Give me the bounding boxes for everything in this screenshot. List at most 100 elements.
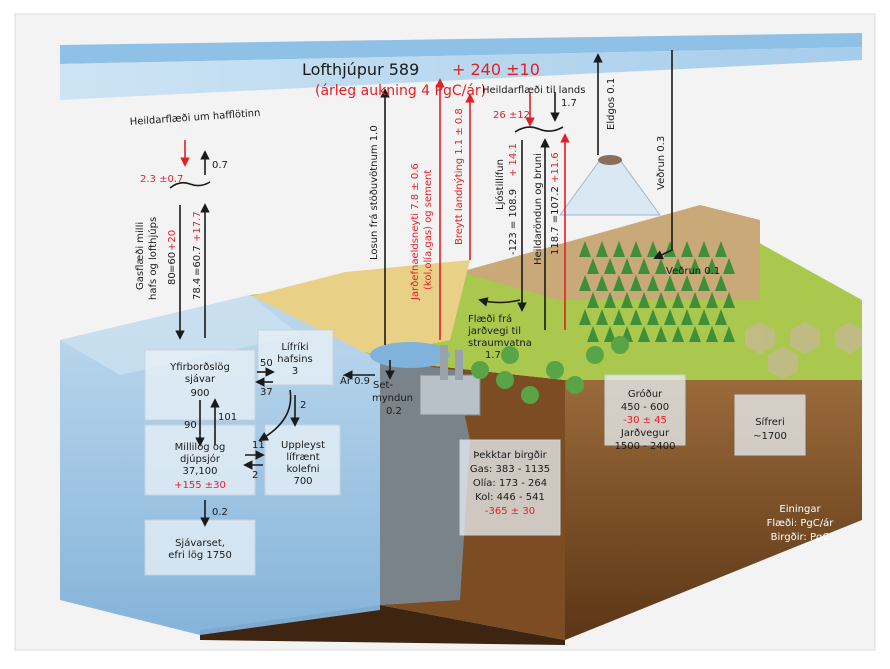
conifer-tree bbox=[613, 309, 625, 325]
gas-label-2: hafs og lofthjúps bbox=[147, 217, 159, 300]
broadleaf-tree bbox=[586, 346, 604, 364]
land-exchange-title: Heildarflæði til lands bbox=[482, 85, 585, 96]
soil-label-1: Flæði frá bbox=[468, 313, 512, 325]
conifer-tree bbox=[664, 275, 676, 291]
conifer-tree bbox=[630, 241, 642, 257]
conifer-tree bbox=[698, 309, 710, 325]
weathering-label-1: Veðrun 0.3 bbox=[656, 136, 667, 190]
atmosphere-increase: + 240 ±10 bbox=[452, 60, 540, 79]
veg-box-4: Jarðvegur bbox=[620, 428, 670, 439]
broadleaf-tree bbox=[471, 361, 489, 379]
flux-50: 50 bbox=[260, 358, 273, 369]
conifer-tree bbox=[621, 292, 633, 308]
units-flux: Flæði: PgC/ár bbox=[767, 517, 835, 529]
ocean-net-down: 2.3 ±0.7 bbox=[140, 174, 183, 185]
gas-label-1: Gasflæði milli bbox=[135, 222, 146, 290]
conifer-tree bbox=[715, 309, 727, 325]
gas-down-black: 80 bbox=[167, 272, 178, 285]
conifer-tree bbox=[655, 258, 667, 274]
conifer-tree bbox=[630, 309, 642, 325]
gas-down-red: +20 bbox=[167, 230, 178, 251]
gas-down-eq: =60 bbox=[167, 252, 178, 273]
conifer-tree bbox=[647, 275, 659, 291]
gas-up-black: 78.4 bbox=[192, 278, 203, 300]
land-net-red: 26 ±12 bbox=[493, 110, 530, 121]
conifer-tree bbox=[613, 275, 625, 291]
doc-box-4: 700 bbox=[293, 476, 312, 487]
photo-black: -123 = 108.9 bbox=[508, 189, 519, 255]
conifer-tree bbox=[630, 275, 642, 291]
atmosphere-title: Lofthjúpur 589 bbox=[302, 60, 419, 79]
units-stock: Birgðir: PgC bbox=[771, 532, 830, 543]
fossil-label-2: (kol,olía,gas) og sement bbox=[422, 170, 434, 290]
surface-box-2: sjávar bbox=[185, 373, 216, 385]
conifer-tree bbox=[689, 292, 701, 308]
conifer-tree bbox=[681, 309, 693, 325]
perma-box-1: Sífreri bbox=[755, 416, 785, 428]
veg-box-5: 1500 - 2400 bbox=[615, 441, 676, 452]
broadleaf-tree bbox=[521, 386, 539, 404]
conifer-tree bbox=[587, 258, 599, 274]
conifer-tree bbox=[681, 241, 693, 257]
conifer-tree bbox=[706, 292, 718, 308]
conifer-tree bbox=[596, 309, 608, 325]
veg-box-1: Gróður bbox=[628, 388, 663, 400]
flux-2b: 2 bbox=[252, 470, 258, 481]
flux-90: 90 bbox=[184, 420, 197, 431]
veg-box-3: -30 ± 45 bbox=[623, 415, 667, 426]
volcano bbox=[559, 155, 661, 216]
resp-black: 118.7 =107.2 bbox=[550, 186, 561, 255]
fossil-box-2: Gas: 383 - 1135 bbox=[470, 464, 550, 475]
conifer-tree bbox=[698, 241, 710, 257]
fossil-label-1: Jarðefnaeldsneyti 7.8 ± 0.6 bbox=[410, 163, 421, 301]
units-title: Einingar bbox=[779, 504, 821, 515]
conifer-tree bbox=[604, 292, 616, 308]
land-net-black: 1.7 bbox=[561, 98, 577, 109]
conifer-tree bbox=[647, 309, 659, 325]
conifer-tree bbox=[579, 275, 591, 291]
photo-red: + 14.1 bbox=[508, 143, 519, 177]
flux-2a: 2 bbox=[300, 400, 306, 411]
conifer-tree bbox=[706, 326, 718, 342]
ocean-net-up: 0.7 bbox=[212, 160, 228, 171]
conifer-tree bbox=[723, 292, 735, 308]
flux-11: 11 bbox=[252, 440, 265, 451]
doc-box-2: lífrænt bbox=[286, 451, 319, 463]
ocean-sed-box-2: efri lög 1750 bbox=[168, 550, 232, 561]
landuse-label: Breytt landnýting 1.1 ± 0.8 bbox=[453, 108, 465, 245]
gas-up-eq: =60.7 bbox=[192, 245, 203, 276]
perma-box-2: ~1700 bbox=[753, 431, 787, 442]
conifer-tree bbox=[689, 326, 701, 342]
conifer-tree bbox=[672, 326, 684, 342]
conifer-tree bbox=[672, 292, 684, 308]
conifer-tree bbox=[715, 241, 727, 257]
resp-label: Heildaröndun og bruni bbox=[533, 153, 544, 265]
deep-box-2: djúpsjór bbox=[180, 453, 221, 465]
stock-boxes bbox=[144, 329, 806, 576]
deep-box-3: 37,100 bbox=[183, 466, 218, 477]
fossil-box-3: Olía: 173 - 264 bbox=[473, 477, 547, 489]
photo-label: Ljóstillífun bbox=[494, 159, 506, 210]
conifer-tree bbox=[621, 258, 633, 274]
weathering-label-2: Veðrun 0.1 bbox=[666, 266, 720, 277]
conifer-tree bbox=[689, 258, 701, 274]
lake bbox=[370, 342, 450, 368]
rivers-label: Ár 0.9 bbox=[340, 374, 370, 387]
flux-02: 0.2 bbox=[212, 507, 228, 518]
conifer-tree bbox=[723, 258, 735, 274]
freshwater-label: Losun frá stöðuvötnum 1.0 bbox=[368, 125, 380, 260]
sed-label-1: Set- bbox=[373, 380, 393, 391]
conifer-tree bbox=[698, 275, 710, 291]
volcano-label: Eldgos 0.1 bbox=[606, 78, 617, 130]
conifer-tree bbox=[596, 241, 608, 257]
conifer-tree bbox=[655, 326, 667, 342]
broadleaf-tree bbox=[546, 361, 564, 379]
conifer-tree bbox=[579, 241, 591, 257]
flux-101: 101 bbox=[218, 412, 237, 423]
conifer-tree bbox=[664, 309, 676, 325]
soil-label-2: jarðvegi til bbox=[467, 326, 521, 337]
conifer-tree bbox=[723, 326, 735, 342]
conifer-tree bbox=[638, 292, 650, 308]
atmosphere-slab bbox=[60, 33, 862, 100]
conifer-tree bbox=[638, 326, 650, 342]
